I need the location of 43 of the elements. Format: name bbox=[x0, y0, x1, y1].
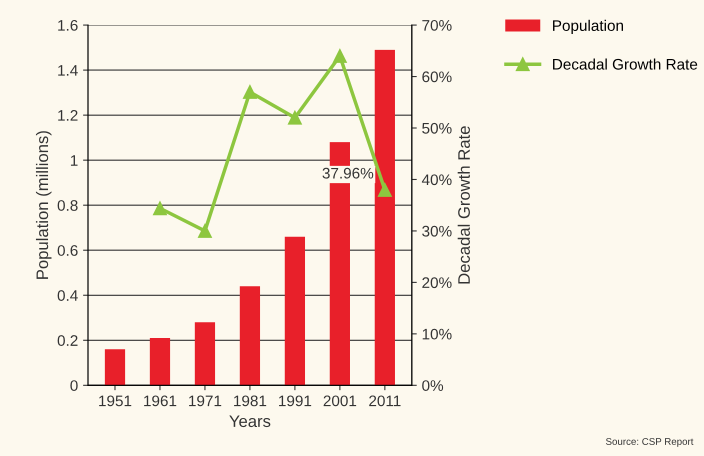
y-tick-label: 0.8 bbox=[58, 200, 78, 211]
data-label: 37.96% bbox=[322, 168, 374, 179]
bar bbox=[374, 50, 395, 386]
source-note: Source: CSP Report bbox=[606, 438, 694, 447]
point bbox=[198, 224, 212, 238]
y2-tick-label: 60% bbox=[422, 71, 452, 82]
y-tick-label: 1 bbox=[70, 155, 78, 166]
y2-tick-label: 70% bbox=[422, 20, 452, 31]
y-tick-label: 1.6 bbox=[58, 20, 78, 31]
point bbox=[153, 201, 167, 216]
y2-tick-label: 40% bbox=[422, 174, 452, 186]
point bbox=[332, 49, 347, 63]
bar bbox=[150, 338, 170, 386]
y-tick-label: 0.6 bbox=[58, 245, 78, 256]
y-tick-label: 0.2 bbox=[58, 335, 78, 346]
y2-tick-label: 20% bbox=[422, 277, 452, 288]
y-tick-label: 0.4 bbox=[58, 290, 78, 301]
y-tick-label: 1.4 bbox=[58, 65, 78, 76]
bar bbox=[240, 286, 260, 386]
bar bbox=[284, 236, 306, 386]
x-axis-title: Years bbox=[229, 415, 270, 428]
legend-label: Decadal Growth Rate bbox=[553, 58, 698, 70]
y-tick-label: 1.2 bbox=[58, 110, 78, 121]
x-tick-label: 2001 bbox=[324, 395, 356, 406]
x-tick-label: 1971 bbox=[189, 395, 222, 406]
point bbox=[288, 110, 302, 125]
point bbox=[242, 85, 257, 99]
x-tick-label: 1991 bbox=[279, 395, 312, 406]
y2-tick-label: 30% bbox=[422, 226, 452, 237]
y-tick-label: 0 bbox=[70, 380, 78, 392]
bar bbox=[194, 322, 216, 386]
y2-tick-label: 10% bbox=[422, 328, 452, 340]
x-tick-label: 1951 bbox=[99, 395, 132, 406]
y2-tick-label: 0% bbox=[422, 380, 444, 392]
y-axis-title: Population (millions) bbox=[36, 131, 52, 279]
legend-label: Population bbox=[553, 20, 623, 34]
y2-tick-label: 50% bbox=[422, 122, 452, 134]
x-tick-label: 1961 bbox=[144, 395, 176, 406]
point bbox=[378, 183, 392, 197]
x-tick-label: 2011 bbox=[369, 395, 401, 406]
x-tick-label: 1981 bbox=[234, 395, 266, 406]
bar bbox=[104, 349, 126, 386]
y2-axis-title: Decadal Growth Rate bbox=[458, 126, 470, 284]
